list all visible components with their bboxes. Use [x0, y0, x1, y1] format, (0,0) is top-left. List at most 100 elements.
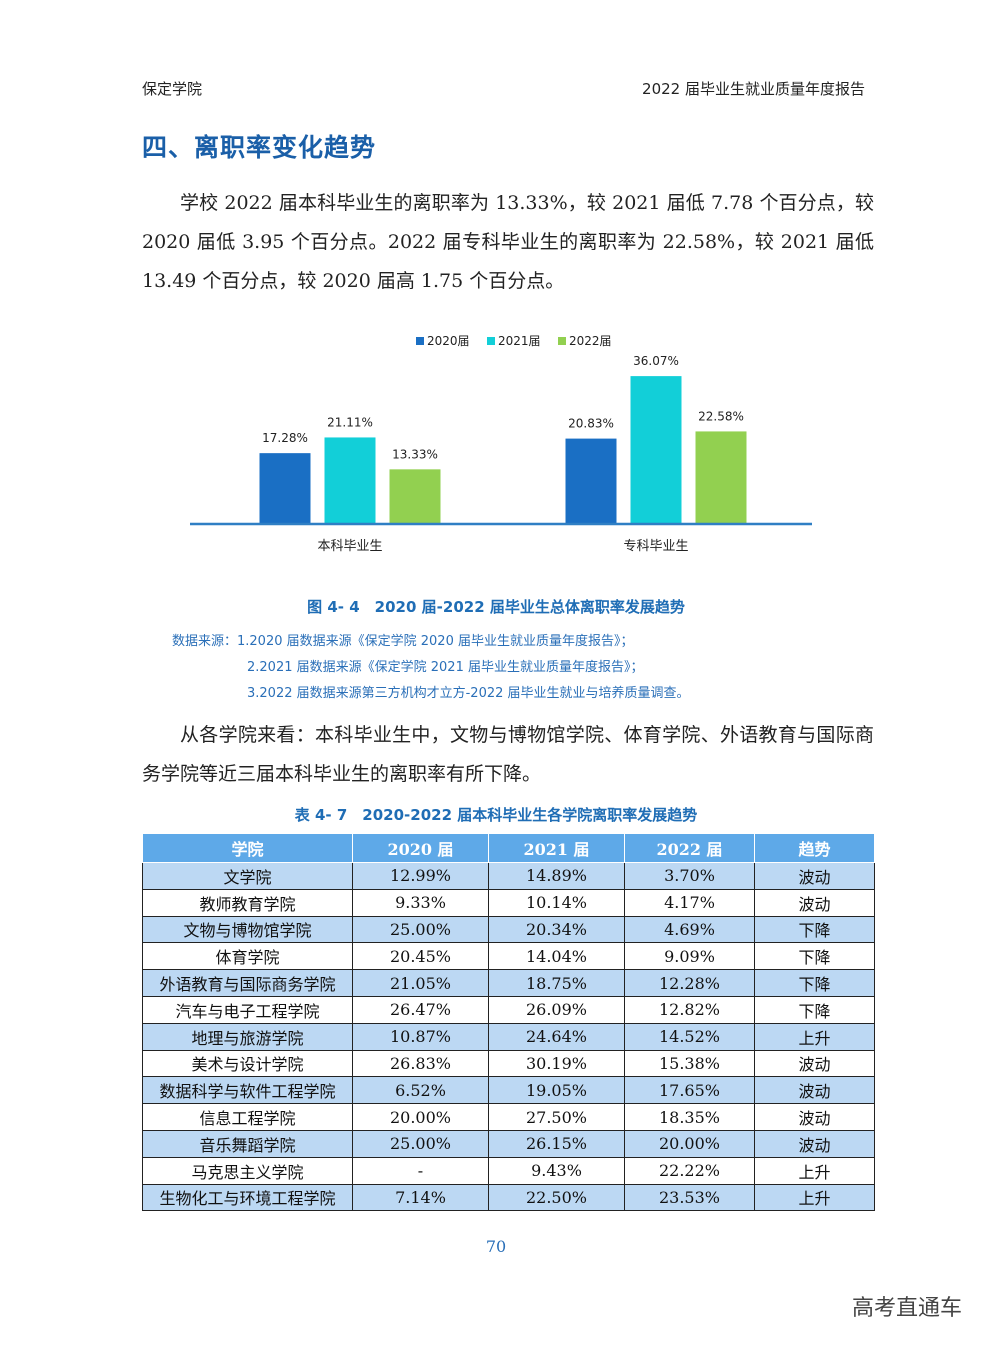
table-cell: 文物与博物馆学院	[142, 915, 353, 944]
data-label: 20.83%	[568, 417, 614, 431]
table-cell: 下降	[754, 995, 875, 1024]
bar	[259, 453, 311, 524]
table-cell: 23.53%	[624, 1183, 755, 1212]
table-header-row: 学院 2020 届 2021 届 2022 届 趋势	[142, 833, 875, 863]
column-header: 学院	[142, 833, 353, 863]
table-cell: 20.34%	[488, 915, 625, 944]
table-cell: 15.38%	[624, 1049, 755, 1078]
table-cell: 地理与旅游学院	[142, 1022, 353, 1051]
table-row: 文学院 12.99% 14.89% 3.70% 波动	[142, 862, 875, 890]
table-cell: 波动	[754, 1049, 875, 1078]
chart-svg: 17.28% 20.83% 21.11% 36.07% 13.33% 22.58% 本科毕业…	[190, 334, 812, 554]
table-cell: 波动	[754, 1129, 875, 1158]
column-header: 2021 届	[488, 833, 625, 863]
bar	[695, 431, 747, 524]
table-cell: 20.00%	[352, 1103, 489, 1131]
table-cell: 4.17%	[624, 888, 755, 917]
table-cell: 10.14%	[488, 888, 625, 917]
table-row: 生物化工与环境工程学院 7.14% 22.50% 23.53% 上升	[142, 1183, 875, 1212]
bar	[324, 437, 376, 524]
table-cell: 信息工程学院	[142, 1103, 353, 1131]
watermark-text: 高考直通车	[851, 1296, 962, 1321]
table-row: 外语教育与国际商务学院 21.05% 18.75% 12.28% 下降	[142, 969, 875, 997]
column-header: 趋势	[754, 833, 875, 863]
table-cell: 下降	[754, 915, 875, 944]
table-cell: 9.33%	[352, 888, 489, 917]
table-cell: 25.00%	[352, 1129, 489, 1158]
table-cell: 美术与设计学院	[142, 1049, 353, 1078]
table-cell: 生物化工与环境工程学院	[142, 1183, 353, 1212]
table-cell: 音乐舞蹈学院	[142, 1129, 353, 1158]
table-cell: 波动	[754, 862, 875, 890]
column-header: 2022 届	[624, 833, 755, 863]
table-cell: 波动	[754, 1076, 875, 1105]
table-row: 地理与旅游学院 10.87% 24.64% 14.52% 上升	[142, 1022, 875, 1051]
table-cell: 24.64%	[488, 1022, 625, 1051]
table-row: 汽车与电子工程学院 26.47% 26.09% 12.82% 下降	[142, 995, 875, 1024]
bar	[630, 376, 682, 524]
table-cell: 7.14%	[352, 1183, 489, 1212]
table-row: 信息工程学院 20.00% 27.50% 18.35% 波动	[142, 1103, 875, 1131]
table-cell: 20.00%	[624, 1129, 755, 1158]
legend-label: 2020届	[427, 334, 470, 348]
table-cell: 12.28%	[624, 969, 755, 997]
table-cell: 外语教育与国际商务学院	[142, 969, 353, 997]
table-caption: 表 4- 7 2020-2022 届本科毕业生各学院离职率发展趋势	[294, 806, 698, 824]
table-cell: 26.09%	[488, 995, 625, 1024]
header-report-title: 2022 届毕业生就业质量年度报告	[642, 80, 865, 98]
header-school-name: 保定学院	[142, 80, 203, 98]
table-cell: 27.50%	[488, 1103, 625, 1131]
table-cell: 波动	[754, 888, 875, 917]
table-cell: 汽车与电子工程学院	[142, 995, 353, 1024]
column-header: 2020 届	[352, 833, 489, 863]
table-cell: 下降	[754, 942, 875, 971]
data-label: 13.33%	[392, 447, 438, 461]
page-number: 70	[485, 1237, 507, 1256]
table-cell: 14.89%	[488, 862, 625, 890]
data-source-line: 3.2022 届数据来源第三方机构才立方-2022 届毕业生就业与培养质量调查。	[247, 686, 690, 701]
legend-swatch	[558, 337, 566, 345]
legend-label: 2022届	[569, 334, 612, 348]
table-cell: 上升	[754, 1183, 875, 1212]
table-cell: 30.19%	[488, 1049, 625, 1078]
table-row: 马克思主义学院 -9.43% 22.22% 上升	[142, 1156, 875, 1185]
table-row: 教师教育学院 9.33% 10.14% 4.17% 波动	[142, 888, 875, 917]
bar	[565, 438, 617, 524]
table-cell: 下降	[754, 969, 875, 997]
table-cell: 20.45%	[352, 942, 489, 971]
table-cell: 4.69%	[624, 915, 755, 944]
table-cell: 21.05%	[352, 969, 489, 997]
table-cell: 数据科学与软件工程学院	[142, 1076, 353, 1105]
table-cell: 14.04%	[488, 942, 625, 971]
table-row: 文物与博物馆学院 25.00% 20.34% 4.69% 下降	[142, 915, 875, 944]
table-cell: 10.87%	[352, 1022, 489, 1051]
bar	[389, 469, 441, 524]
table-row: 美术与设计学院 26.83% 30.19% 15.38% 波动	[142, 1049, 875, 1078]
turnover-bar-chart: 17.28% 20.83% 21.11% 36.07% 13.33% 22.58% 本科毕业…	[160, 320, 840, 570]
legend-swatch	[416, 337, 424, 345]
data-label: 22.58%	[698, 409, 744, 423]
table-cell: 22.50%	[488, 1183, 625, 1212]
table-cell: 12.82%	[624, 995, 755, 1024]
table-cell: 体育学院	[142, 942, 353, 971]
table-cell: 18.35%	[624, 1103, 755, 1131]
section-title: 四、离职率变化趋势	[142, 133, 377, 162]
college-turnover-table: 学院 2020 届 2021 届 2022 届 趋势 文学院 12.99% 14.8…	[142, 833, 875, 1212]
table-cell: 6.52%	[352, 1076, 489, 1105]
table-cell: 25.00%	[352, 915, 489, 944]
table-cell: 18.75%	[488, 969, 625, 997]
data-source-line: 数据来源：1.2020 届数据来源《保定学院 2020 届毕业生就业质量年度报告…	[172, 634, 634, 649]
data-label: 21.11%	[327, 415, 373, 429]
table-cell: 波动	[754, 1103, 875, 1131]
table-row: 音乐舞蹈学院 25.00% 26.15% 20.00% 波动	[142, 1129, 875, 1158]
table-cell: 上升	[754, 1022, 875, 1051]
table-cell: 3.70%	[624, 862, 755, 890]
table-cell: -	[352, 1156, 489, 1185]
table-cell: 12.99%	[352, 862, 489, 890]
data-label: 36.07%	[633, 354, 679, 368]
table-cell: 26.47%	[352, 995, 489, 1024]
table-cell: 马克思主义学院	[142, 1156, 353, 1185]
table-cell: 文学院	[142, 862, 353, 890]
legend-swatch	[487, 337, 495, 345]
legend-label: 2021届	[498, 334, 541, 348]
